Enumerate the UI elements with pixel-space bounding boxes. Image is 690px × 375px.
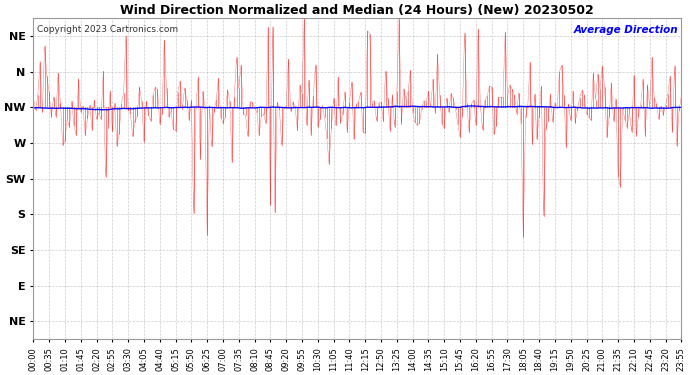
Text: Average Direction: Average Direction (573, 25, 678, 35)
Title: Wind Direction Normalized and Median (24 Hours) (New) 20230502: Wind Direction Normalized and Median (24… (121, 4, 594, 17)
Text: Copyright 2023 Cartronics.com: Copyright 2023 Cartronics.com (37, 25, 177, 34)
